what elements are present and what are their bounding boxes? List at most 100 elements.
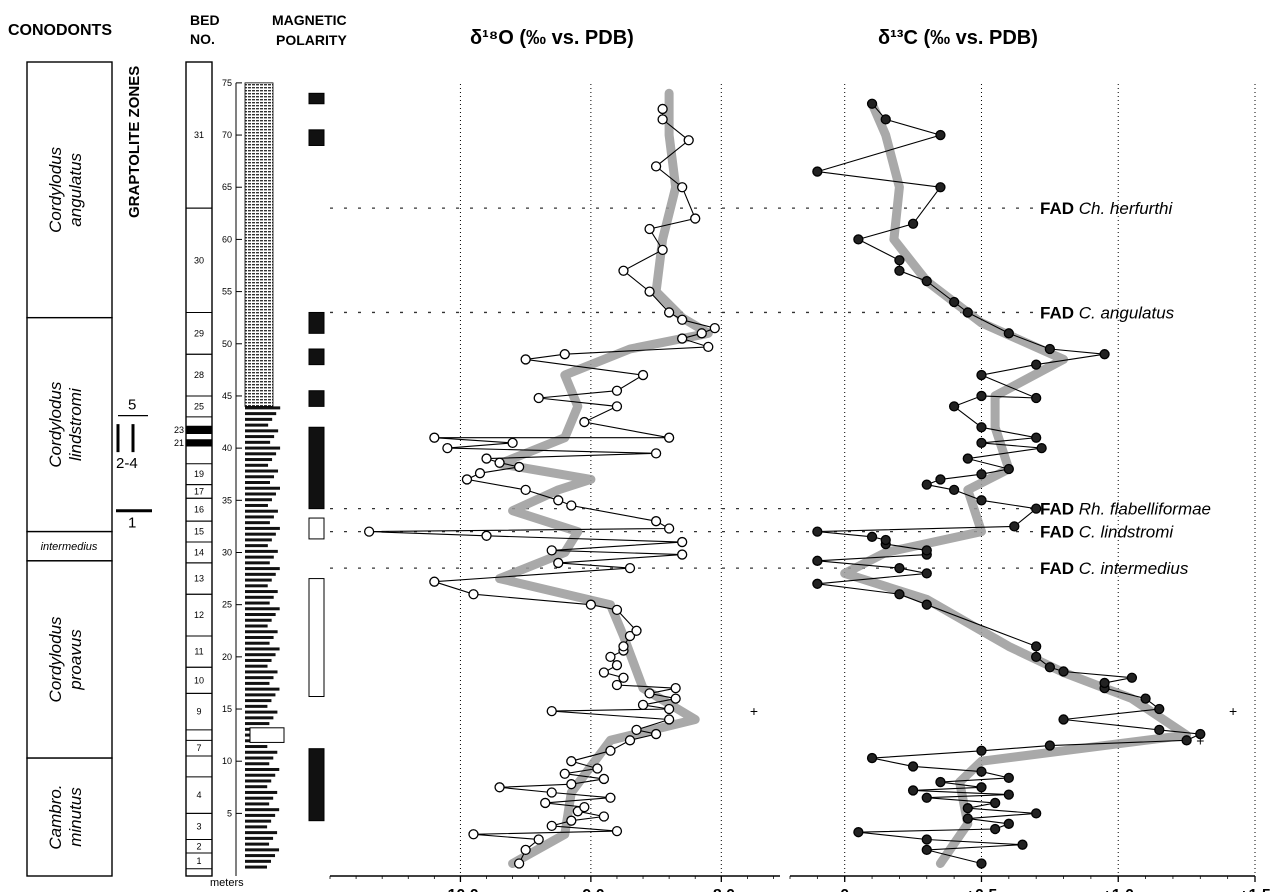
conodont-zone-label: Cordylodus [46,381,65,467]
data-point [948,484,960,496]
litho-band [245,463,269,467]
data-point [894,589,905,600]
chart-title-d13c: δ¹³C (‰ vs. PDB) [878,27,1038,49]
litho-band [245,716,274,720]
data-point [1031,651,1042,662]
data-point [907,761,919,772]
data-point [566,500,577,511]
litho-band [245,452,277,456]
conodont-zone-box [26,61,113,319]
data-point [962,803,973,814]
fad-prefix: FAD [1040,199,1074,218]
litho-band [245,572,276,576]
data-point [663,714,675,725]
litho-band [245,710,278,714]
data-point [880,114,891,125]
data-point [559,349,570,360]
litho-band [245,854,276,858]
data-point [624,630,636,642]
data-point [690,213,701,224]
data-point [663,307,675,318]
fad-label: FAD Rh. flabelliformae [1040,500,1211,519]
litho-band [245,515,274,519]
data-point [696,328,707,339]
data-point [611,660,623,671]
data-point [598,667,610,678]
data-point [1003,789,1014,800]
data-point [921,599,932,610]
bed-label: 17 [194,486,204,496]
data-point [907,785,919,796]
litho-band [245,670,278,674]
data-point [894,265,905,276]
data-point [605,745,616,756]
data-point [812,166,823,177]
polarity-reversed-block [308,517,325,540]
fad-prefix: FAD [1040,559,1074,578]
fad-prefix: FAD [1040,500,1074,519]
data-point [644,223,655,235]
litho-band [245,498,272,502]
litho-band [245,584,268,588]
data-point [546,820,557,832]
data-point [976,469,987,480]
cross-marker: + [750,703,758,719]
data-point [611,604,623,616]
depth-tick-label: 65 [222,182,232,192]
bed-label: 30 [194,255,204,265]
depth-axis: 5 10 15 20 25 30 35 40 45 50 55 60 65 70 75 [222,78,242,876]
data-point [650,728,662,740]
litho-band [245,653,276,657]
data-point [812,578,823,589]
data-point [579,801,590,813]
data-point [592,763,603,774]
data-point [866,531,878,542]
fad-taxon: Rh. flabelliformae [1079,500,1211,519]
litho-band [245,630,278,634]
data-point [442,442,453,454]
data-point [921,834,932,845]
data-point [976,422,987,433]
data-point [866,98,878,109]
litho-band [245,446,281,450]
litho-band [245,532,276,536]
litho-band [245,613,276,617]
data-point [1195,728,1206,740]
data-point [921,545,932,556]
depth-tick-label: 40 [222,443,232,453]
bed-thin-fill [186,426,212,434]
data-point [644,286,655,297]
data-point [976,369,987,381]
polarity-normal-block [308,348,325,366]
litho-band [245,526,280,530]
bed-label: 2 [196,841,201,851]
litho-band [245,486,280,490]
data-point [611,401,623,412]
conodont-zone-label: Cambro. [46,784,65,849]
data-point [948,401,960,412]
bed-label: 29 [194,328,204,338]
litho-band [245,601,270,605]
x-tick-label: -8.0 [708,887,736,892]
data-point [546,787,557,798]
bed-label: 15 [194,527,204,537]
litho-band [245,458,273,462]
data-point [461,474,473,485]
data-point [520,354,531,365]
litho-band [245,767,280,771]
data-point [598,811,610,822]
data-point [1017,839,1028,850]
fad-label: FAD C. intermedius [1040,559,1189,578]
litho-band [245,440,271,444]
data-point [1031,359,1042,370]
polarity-normal-block [308,92,325,105]
bed-label: 31 [194,130,204,140]
litho-band [245,848,280,852]
x-tick-label: +0.5 [966,887,998,892]
litho-band [245,423,269,427]
data-point [650,516,662,527]
litho-band [245,745,268,749]
litho-band [245,618,272,622]
litho-band [245,607,280,611]
data-point [637,369,649,381]
